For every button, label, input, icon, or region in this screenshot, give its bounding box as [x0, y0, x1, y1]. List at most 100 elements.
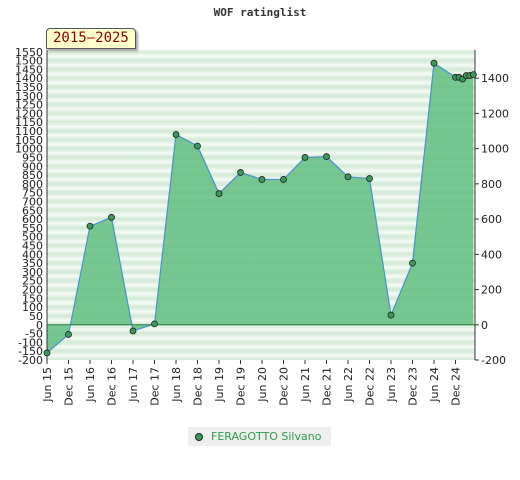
x-tick-label: Jun 23	[385, 367, 398, 403]
data-point	[430, 59, 438, 67]
y-tick-label-left: 500	[22, 231, 43, 244]
x-tick-label: Jun 22	[342, 367, 355, 403]
background-band	[47, 139, 475, 149]
background-band	[47, 351, 475, 360]
chart-title: WOF ratinglist	[213, 6, 307, 19]
legend-marker	[195, 432, 203, 441]
x-tick-label: Jun 18	[170, 367, 183, 403]
x-tick-label: Jun 15	[41, 367, 54, 403]
data-point	[344, 173, 352, 181]
data-point	[366, 175, 373, 182]
data-point	[280, 176, 287, 183]
data-point	[237, 169, 244, 176]
y-tick-label-left: 800	[22, 178, 43, 191]
y-tick-label-right: 0	[481, 319, 488, 332]
x-tick-label: Jun 21	[299, 367, 312, 403]
x-tick-label: Dec 24	[450, 367, 463, 406]
y-tick-label-left: 450	[22, 240, 43, 253]
x-tick-label: Dec 15	[63, 367, 76, 406]
background-band	[47, 95, 475, 105]
data-point	[409, 259, 416, 267]
y-tick-label-left: 850	[22, 169, 43, 182]
background-band	[47, 78, 475, 87]
data-point	[65, 331, 72, 338]
background-band	[47, 60, 475, 70]
y-tick-label-left: 600	[22, 213, 43, 226]
x-tick-label: Dec 20	[278, 367, 291, 406]
y-tick-label-left: 1350	[15, 81, 43, 94]
data-point	[387, 311, 395, 319]
legend-label: FERAGOTTO Silvano	[211, 430, 322, 443]
y-tick-label-left: 1100	[15, 125, 43, 138]
y-tick-label-left: 1400	[15, 72, 43, 85]
y-tick-label-right: 200	[481, 284, 502, 297]
background-band	[47, 166, 475, 176]
y-tick-label-left: 300	[22, 266, 43, 279]
data-point	[194, 142, 201, 150]
x-tick-label: Dec 18	[192, 367, 205, 406]
y-tick-label-left: 1200	[15, 107, 43, 120]
y-tick-label-left: 400	[22, 248, 43, 261]
y-tick-label-left: 1150	[15, 116, 43, 129]
x-tick-label: Dec 16	[106, 367, 119, 406]
background-band	[47, 50, 475, 52]
y-tick-label-left: 100	[22, 301, 43, 314]
data-point	[43, 349, 51, 357]
background-band	[47, 86, 475, 96]
data-point	[129, 327, 137, 335]
background-band	[47, 157, 475, 167]
period-badge: 2015–2025	[46, 28, 136, 49]
y-tick-label-right: 800	[481, 178, 502, 191]
legend: FERAGOTTO Silvano	[188, 427, 331, 446]
x-tick-label: Jun 17	[127, 367, 140, 403]
data-point	[215, 190, 223, 197]
y-tick-label-left: 700	[22, 195, 43, 208]
data-point	[151, 320, 158, 328]
y-tick-label-left: -50	[25, 328, 43, 341]
x-tick-label: Jun 20	[256, 367, 269, 403]
x-tick-label: Jun 16	[84, 367, 97, 403]
y-tick-label-left: 0	[36, 319, 43, 332]
x-tick-label: Dec 22	[364, 367, 377, 406]
x-tick-label: Jun 19	[213, 367, 226, 403]
y-tick-label-left: 1550	[15, 46, 43, 59]
background-band	[47, 324, 475, 334]
y-tick-label-left: 1250	[15, 99, 43, 112]
x-tick-label: Dec 19	[235, 367, 248, 406]
background-band	[47, 122, 475, 132]
y-tick-label-left: -200	[18, 354, 43, 367]
y-tick-label-right: 1000	[481, 143, 509, 156]
background-band	[47, 342, 475, 352]
y-tick-label-right: 600	[481, 213, 502, 226]
data-point	[172, 131, 180, 138]
background-band	[47, 104, 475, 114]
background-band	[47, 51, 475, 61]
background-band	[47, 333, 475, 343]
y-tick-label-right: 1200	[481, 107, 509, 120]
y-tick-label-left: 1300	[15, 90, 43, 103]
data-point	[86, 222, 94, 230]
y-tick-label-left: 650	[22, 204, 43, 217]
y-tick-label-right: 1400	[481, 72, 509, 85]
y-tick-label-left: 1450	[15, 63, 43, 76]
y-tick-label-left: 950	[22, 151, 43, 164]
y-tick-label-left: 900	[22, 160, 43, 173]
y-tick-label-left: 1000	[15, 143, 43, 156]
x-tick-label: Jun 24	[428, 367, 441, 403]
series-area	[47, 63, 474, 353]
y-tick-label-left: -100	[18, 336, 43, 349]
y-tick-label-left: 550	[22, 222, 43, 235]
data-point	[301, 154, 309, 161]
background-band	[47, 148, 475, 158]
y-tick-label-left: 200	[22, 284, 43, 297]
data-point	[108, 213, 115, 221]
x-tick-label: Dec 17	[149, 367, 162, 406]
y-tick-label-left: 150	[22, 292, 43, 305]
y-tick-label-left: 1500	[15, 55, 43, 68]
y-tick-label-left: -150	[18, 345, 43, 358]
y-tick-label-left: 750	[22, 187, 43, 200]
y-tick-label-left: 50	[29, 310, 43, 323]
x-tick-label: Dec 23	[407, 367, 420, 406]
background-band	[47, 113, 475, 123]
